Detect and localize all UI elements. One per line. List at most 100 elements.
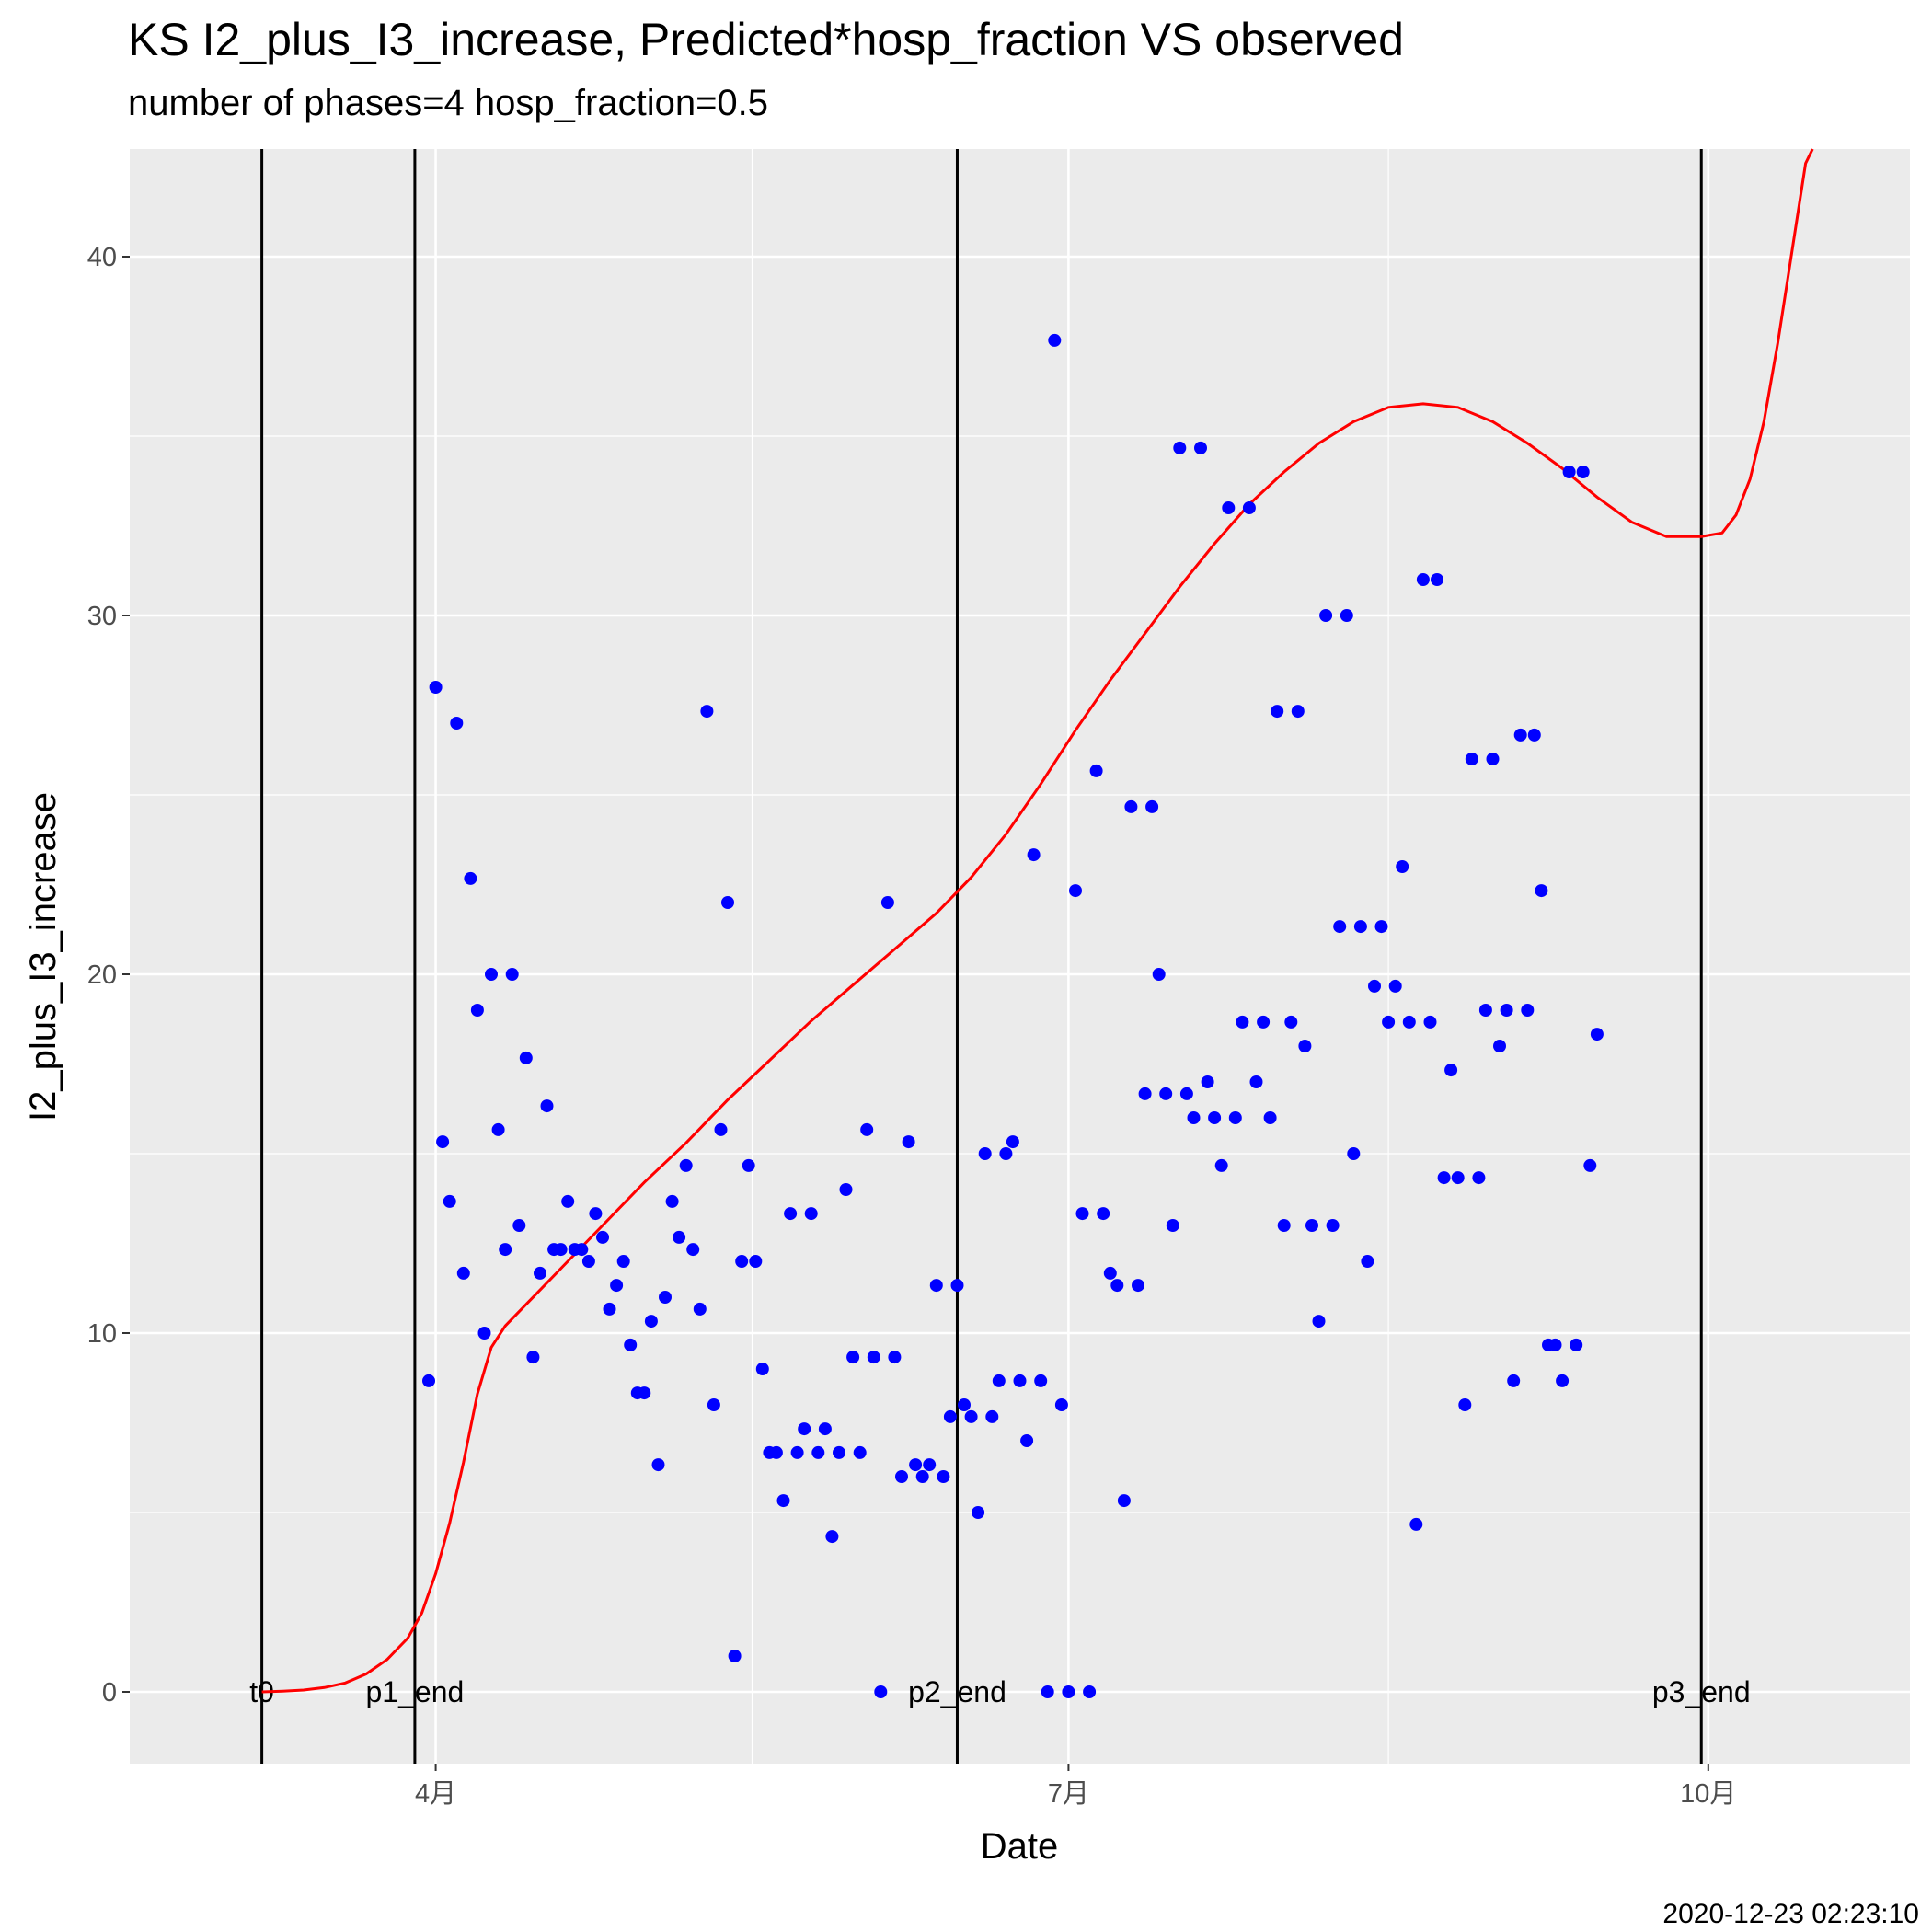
observed-point [1020, 1434, 1034, 1447]
observed-point [429, 681, 443, 694]
observed-point [638, 1386, 651, 1400]
observed-point [1236, 1015, 1249, 1029]
observed-point [937, 1470, 950, 1483]
observed-point [1305, 1219, 1318, 1232]
phase-lines: t0 p1_end p2_end p3_end [249, 149, 1751, 1764]
observed-point [1152, 968, 1166, 981]
observed-point [589, 1207, 603, 1221]
observed-point [742, 1158, 755, 1172]
observed-point [1361, 1255, 1374, 1268]
observed-point [972, 1506, 985, 1519]
observed-point [888, 1351, 902, 1364]
observed-point [714, 1122, 728, 1136]
observed-point [1145, 799, 1159, 813]
observed-point [1271, 705, 1284, 719]
observed-point [581, 1255, 595, 1268]
y-axis: 0 10 20 30 40 [87, 243, 130, 1708]
observed-point [1576, 466, 1590, 478]
observed-point [895, 1470, 908, 1483]
x-axis: 4月 7月 10月 [415, 1764, 1736, 1809]
observed-point [1166, 1219, 1179, 1232]
observed-point [534, 1266, 546, 1280]
observed-point [1179, 1087, 1193, 1100]
observed-point [707, 1398, 720, 1411]
observed-point [1284, 1015, 1298, 1029]
observed-point [721, 896, 734, 909]
observed-point [1124, 799, 1138, 813]
observed-point [1388, 979, 1402, 993]
observed-point [1263, 1111, 1277, 1124]
observed-point [1570, 1338, 1583, 1351]
observed-point [464, 871, 477, 885]
observed-point [1041, 1685, 1054, 1698]
y-tick-label: 10 [87, 1319, 117, 1349]
prediction-line [261, 148, 1814, 1694]
observed-point [1500, 1004, 1513, 1017]
phase-line-label: p3_end [1652, 1675, 1751, 1708]
observed-point [456, 1266, 470, 1280]
observed-point [1291, 705, 1305, 719]
observed-point [1507, 1374, 1521, 1387]
observed-point [943, 1409, 957, 1423]
observed-point [1368, 979, 1381, 993]
observed-point [470, 1004, 484, 1017]
observed-point [950, 1279, 964, 1293]
phase-line-label: p1_end [366, 1675, 465, 1708]
y-tick-label: 40 [87, 243, 117, 272]
observed-point [1402, 1015, 1416, 1029]
observed-point [526, 1351, 540, 1364]
observed-point [1382, 1015, 1396, 1029]
y-tick-label: 20 [87, 960, 117, 990]
observed-point [818, 1422, 832, 1436]
observed-point [1242, 501, 1256, 514]
observed-point [1062, 1685, 1075, 1698]
observed-point [1132, 1279, 1144, 1293]
observed-point [477, 1327, 491, 1340]
observed-point [561, 1194, 575, 1208]
observed-point [596, 1230, 609, 1244]
observed-point [436, 1135, 450, 1149]
observed-point [1013, 1374, 1027, 1387]
observed-point [1326, 1219, 1340, 1232]
observed-point [860, 1122, 874, 1136]
observed-point [499, 1243, 512, 1257]
observed-point [686, 1243, 700, 1257]
observed-point [1493, 1040, 1506, 1052]
observed-point [1222, 501, 1236, 514]
observed-point [665, 1194, 679, 1208]
observed-point [1513, 728, 1527, 742]
observed-point [749, 1255, 763, 1268]
observed-point [1201, 1075, 1214, 1088]
observed-points-layer [422, 333, 1604, 1698]
observed-point [1374, 920, 1388, 934]
observed-point [450, 717, 464, 730]
x-tick-label: 7月 [1048, 1779, 1089, 1809]
observed-point [846, 1351, 860, 1364]
observed-point [1340, 609, 1353, 622]
observed-point [485, 968, 498, 981]
observed-point [923, 1458, 937, 1472]
observed-point [880, 896, 894, 909]
observed-point [1556, 1374, 1570, 1387]
observed-point [1173, 441, 1187, 454]
observed-point [1458, 1398, 1472, 1411]
observed-point [1416, 573, 1430, 586]
observed-point [1353, 920, 1367, 934]
observed-point [1521, 1004, 1535, 1017]
observed-point [1075, 1207, 1089, 1221]
observed-point [915, 1470, 929, 1483]
observed-point [1083, 1685, 1097, 1698]
observed-point [603, 1302, 616, 1316]
observed-point [693, 1302, 707, 1316]
observed-point [422, 1374, 435, 1387]
observed-point [839, 1183, 853, 1196]
observed-point [1034, 1374, 1048, 1387]
observed-point [1027, 848, 1041, 862]
y-axis-title: I2_plus_I3_increase [23, 792, 63, 1121]
observed-point [443, 1194, 456, 1208]
observed-point [1069, 884, 1082, 898]
observed-point [512, 1219, 526, 1232]
observed-point [1054, 1398, 1068, 1411]
observed-point [1437, 1171, 1451, 1185]
observed-point [790, 1445, 804, 1459]
